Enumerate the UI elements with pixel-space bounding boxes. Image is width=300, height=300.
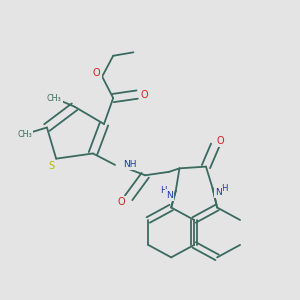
Text: NH: NH: [123, 160, 136, 169]
Text: O: O: [217, 136, 224, 146]
Text: N: N: [167, 190, 173, 200]
Text: CH₃: CH₃: [47, 94, 62, 103]
Text: O: O: [141, 90, 148, 100]
Text: H: H: [160, 186, 167, 195]
Text: H: H: [221, 184, 228, 193]
Text: N: N: [215, 188, 222, 197]
Text: S: S: [49, 161, 55, 171]
Text: O: O: [118, 197, 125, 207]
Text: CH₃: CH₃: [17, 130, 32, 139]
Text: O: O: [93, 68, 101, 78]
